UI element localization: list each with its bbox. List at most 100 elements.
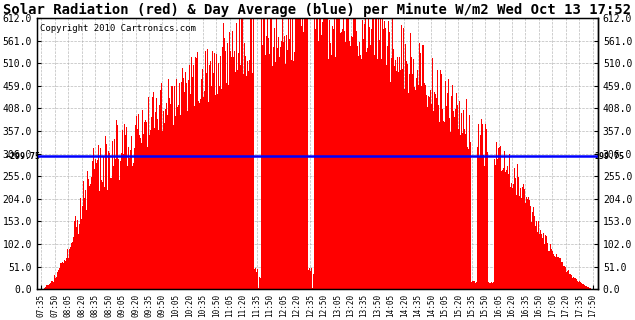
Bar (382, 18, 384, 289)
Bar (539, 235, 540, 289)
Bar (430, 90, 431, 289)
Bar (510, 187, 511, 289)
Bar (498, 148, 499, 289)
Bar (463, 110, 464, 289)
Bar (236, 23, 237, 289)
Bar (267, 18, 268, 289)
Bar (183, 78, 184, 289)
Bar (84, 198, 85, 289)
Bar (121, 153, 122, 289)
Bar (507, 166, 508, 289)
Bar (279, 57, 280, 289)
Bar (500, 146, 501, 289)
Bar (301, 26, 302, 289)
Bar (315, 29, 316, 289)
Bar (559, 258, 560, 289)
Bar (207, 50, 208, 289)
Bar (298, 18, 299, 289)
Bar (55, 278, 57, 289)
Bar (118, 158, 119, 289)
Bar (156, 98, 157, 289)
Bar (426, 95, 427, 289)
Bar (157, 100, 159, 289)
Bar (397, 57, 398, 289)
Bar (516, 195, 517, 289)
Bar (199, 99, 201, 289)
Bar (314, 18, 315, 289)
Bar (68, 258, 69, 289)
Bar (340, 33, 341, 289)
Bar (305, 18, 306, 289)
Bar (451, 96, 452, 289)
Bar (292, 18, 293, 289)
Bar (117, 125, 118, 289)
Bar (465, 134, 466, 289)
Bar (91, 177, 92, 289)
Bar (94, 169, 95, 289)
Bar (480, 135, 481, 289)
Bar (255, 268, 256, 289)
Bar (44, 287, 46, 289)
Bar (411, 57, 412, 289)
Bar (190, 57, 192, 289)
Bar (185, 72, 186, 289)
Bar (505, 172, 506, 289)
Bar (366, 52, 367, 289)
Bar (198, 101, 199, 289)
Bar (472, 281, 473, 289)
Bar (351, 36, 352, 289)
Bar (275, 62, 276, 289)
Bar (144, 122, 145, 289)
Bar (377, 59, 378, 289)
Bar (306, 18, 307, 289)
Bar (83, 181, 84, 289)
Bar (399, 57, 401, 289)
Bar (488, 282, 489, 289)
Bar (408, 93, 410, 289)
Bar (259, 277, 260, 289)
Bar (449, 118, 450, 289)
Bar (250, 18, 251, 289)
Bar (88, 178, 90, 289)
Bar (536, 221, 537, 289)
Bar (576, 279, 577, 289)
Bar (316, 18, 317, 289)
Bar (543, 233, 544, 289)
Bar (487, 152, 488, 289)
Bar (370, 45, 371, 289)
Bar (356, 31, 358, 289)
Bar (462, 133, 463, 289)
Bar (323, 18, 324, 289)
Bar (206, 73, 207, 289)
Bar (130, 150, 131, 289)
Bar (51, 281, 52, 289)
Bar (215, 95, 216, 289)
Bar (212, 51, 213, 289)
Bar (257, 269, 258, 289)
Bar (63, 259, 64, 289)
Bar (72, 243, 73, 289)
Bar (473, 281, 474, 289)
Bar (445, 81, 446, 289)
Bar (295, 58, 297, 289)
Bar (429, 97, 430, 289)
Bar (412, 74, 413, 289)
Bar (391, 58, 392, 289)
Bar (214, 53, 215, 289)
Bar (471, 282, 472, 289)
Bar (329, 20, 330, 289)
Bar (146, 122, 147, 289)
Bar (218, 63, 219, 289)
Bar (90, 184, 91, 289)
Bar (519, 178, 521, 289)
Bar (266, 36, 267, 289)
Bar (246, 76, 247, 289)
Bar (353, 18, 354, 289)
Bar (129, 158, 130, 289)
Bar (522, 187, 523, 289)
Bar (428, 96, 429, 289)
Bar (513, 184, 514, 289)
Bar (312, 275, 314, 289)
Bar (260, 37, 262, 289)
Bar (234, 72, 236, 289)
